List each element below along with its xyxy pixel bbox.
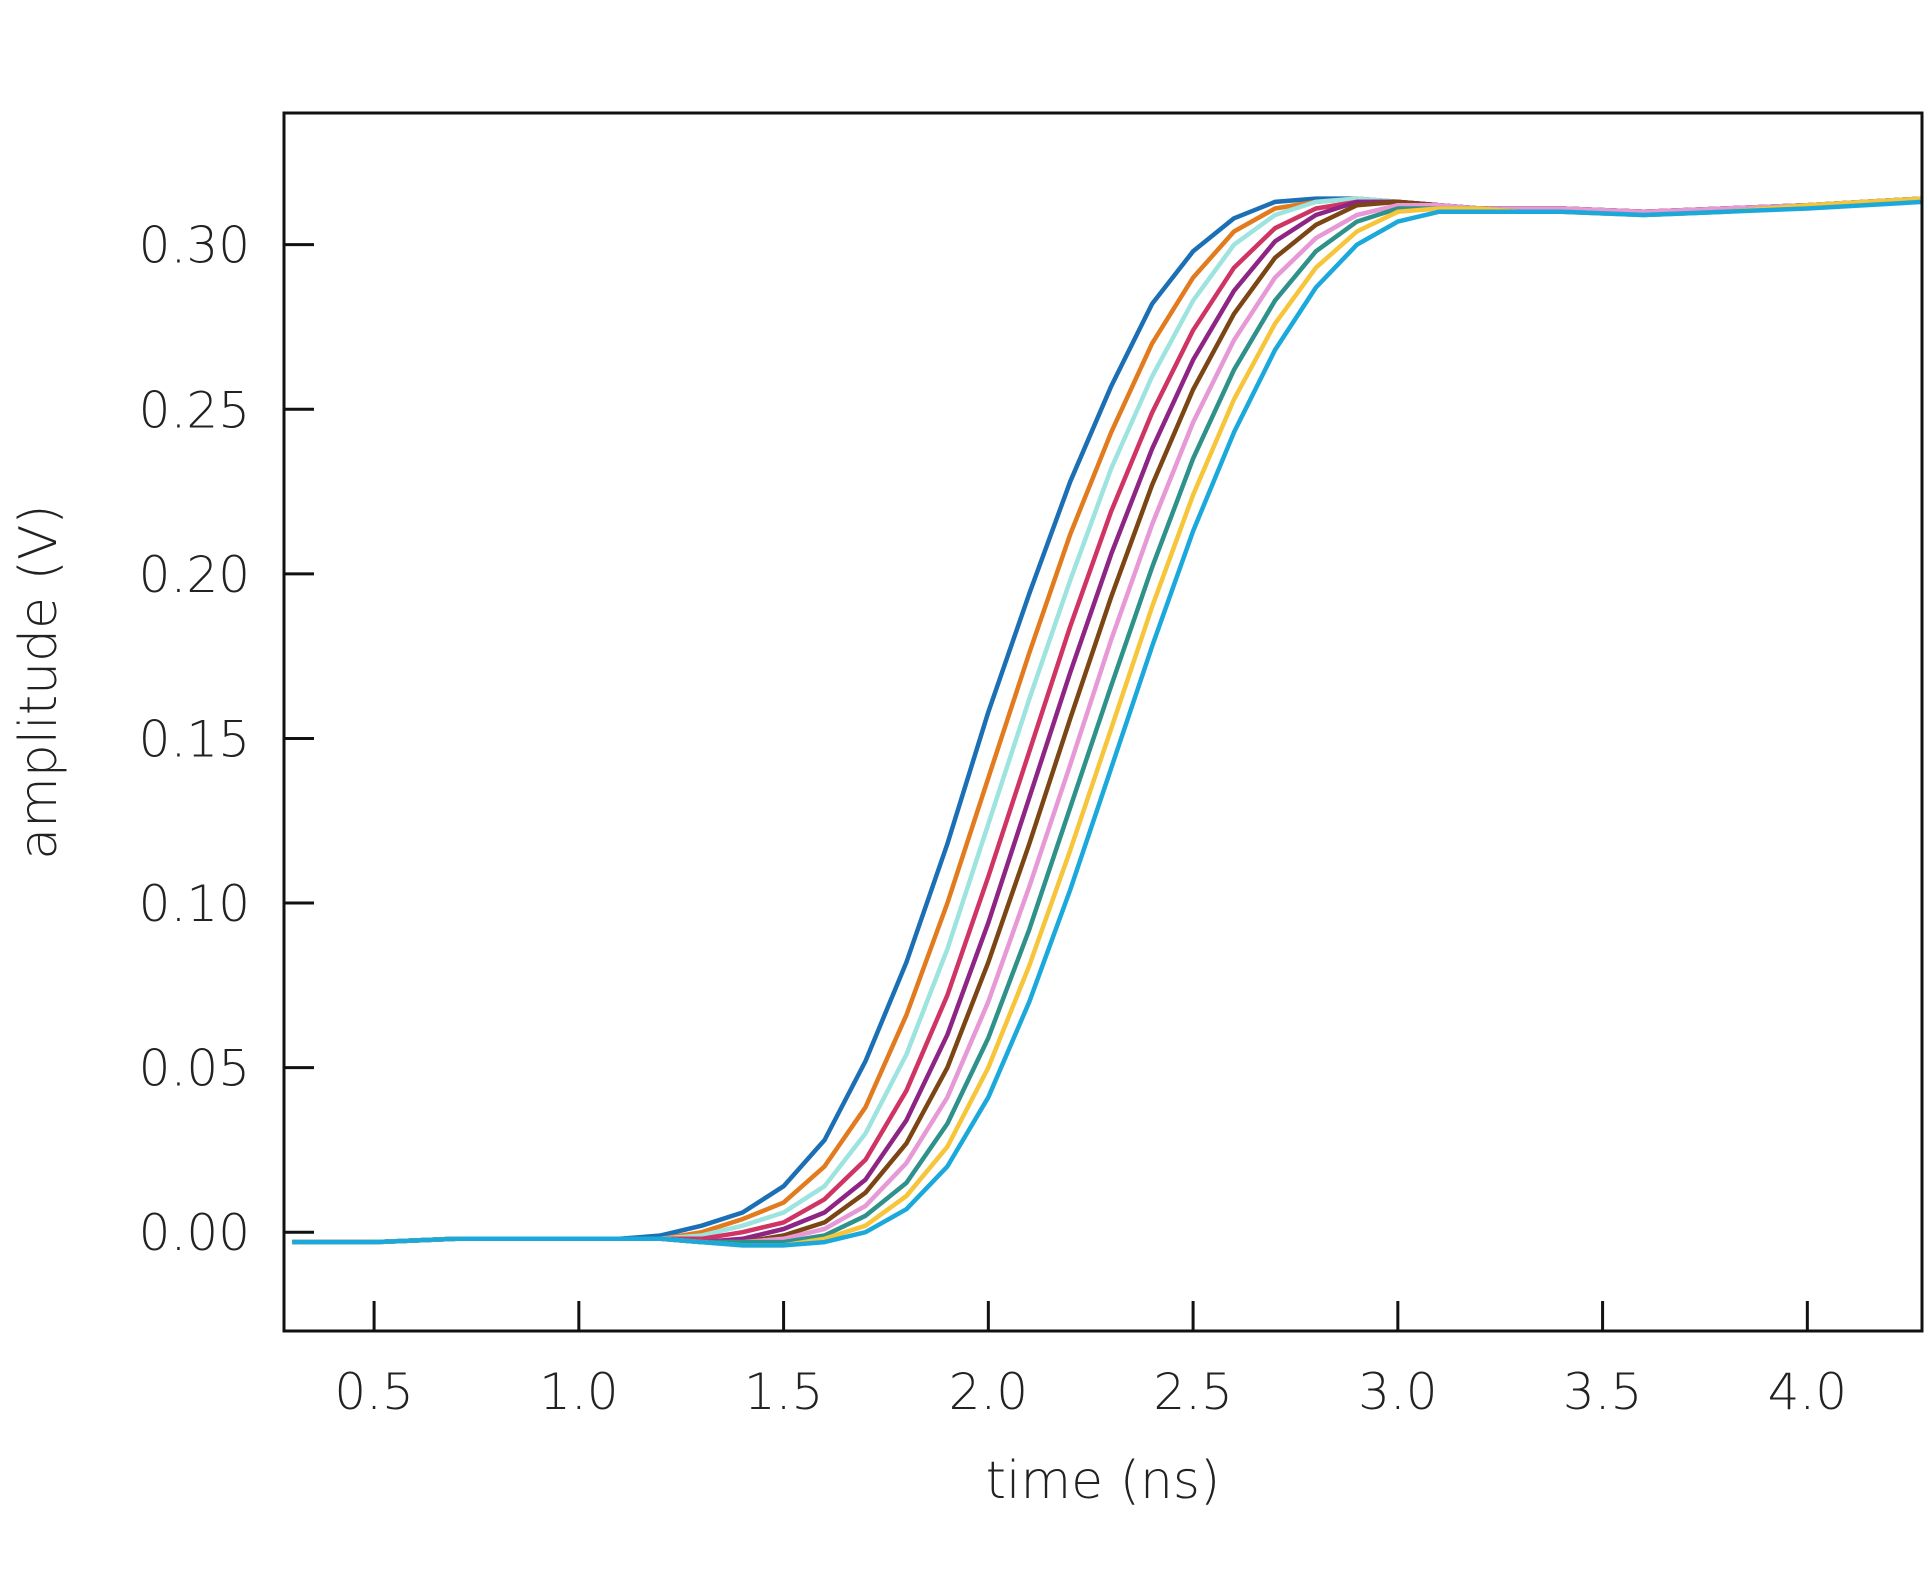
series-line-8 bbox=[292, 196, 1923, 1245]
series-line-5 bbox=[292, 196, 1923, 1245]
series-line-2 bbox=[292, 196, 1923, 1245]
x-tick-label: 3.5 bbox=[1563, 1363, 1643, 1421]
plot-frame bbox=[282, 111, 1924, 1333]
y-tick-label: 0.30 bbox=[139, 217, 250, 275]
series-line-7 bbox=[292, 196, 1923, 1245]
x-axis-ticks: 0.5 1.0 1.5 2.0 2.5 3.0 3.5 4.0 bbox=[334, 1301, 1847, 1421]
y-tick-label: 0.10 bbox=[139, 875, 250, 933]
series-line-3 bbox=[292, 196, 1923, 1245]
series-line-10 bbox=[292, 199, 1923, 1248]
y-tick-label: 0.15 bbox=[139, 710, 250, 768]
y-axis-title: amplitude (V) bbox=[9, 504, 69, 859]
x-tick-label: 3.0 bbox=[1358, 1363, 1438, 1421]
x-axis-title: time (ns) bbox=[986, 1451, 1221, 1511]
y-axis-ticks: 0.00 0.05 0.10 0.15 0.20 0.25 0.30 bbox=[139, 217, 314, 1262]
x-tick-label: 4.0 bbox=[1768, 1363, 1848, 1421]
x-tick-label: 1.5 bbox=[744, 1363, 824, 1421]
y-tick-label: 0.00 bbox=[139, 1204, 250, 1262]
series-line-1 bbox=[292, 196, 1923, 1245]
x-tick-label: 0.5 bbox=[334, 1363, 414, 1421]
series-line-6 bbox=[292, 196, 1923, 1245]
y-tick-label: 0.05 bbox=[139, 1040, 250, 1098]
series-line-4 bbox=[292, 196, 1923, 1245]
x-tick-label: 1.0 bbox=[539, 1363, 619, 1421]
series-group bbox=[292, 196, 1923, 1248]
y-tick-label: 0.25 bbox=[139, 381, 250, 439]
x-tick-label: 2.0 bbox=[949, 1363, 1029, 1421]
x-tick-label: 2.5 bbox=[1153, 1363, 1233, 1421]
series-line-9 bbox=[292, 196, 1923, 1248]
y-tick-label: 0.20 bbox=[139, 546, 250, 604]
